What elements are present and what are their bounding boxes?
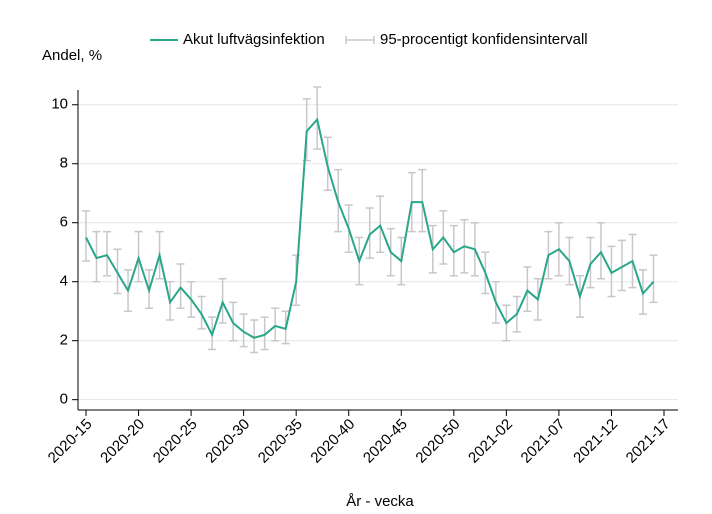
x-tick-label: 2021-12 bbox=[570, 416, 621, 467]
y-tick-label: 4 bbox=[60, 273, 68, 290]
error-bar bbox=[418, 168, 427, 233]
error-bar bbox=[523, 266, 532, 312]
y-tick-label: 0 bbox=[60, 391, 68, 408]
legend-label: Akut luftvägsinfektion bbox=[183, 31, 325, 48]
line bbox=[85, 117, 655, 339]
y-tick-label: 8 bbox=[60, 155, 68, 172]
x-tick-label: 2020-45 bbox=[360, 416, 411, 467]
error-bar bbox=[239, 313, 248, 348]
legend-swatch bbox=[345, 36, 375, 44]
error-bar bbox=[103, 230, 112, 277]
y-tick-label: 6 bbox=[60, 214, 68, 231]
x-tick-label: 2021-17 bbox=[623, 416, 674, 467]
error-bar bbox=[260, 316, 269, 351]
y-axis-label: Andel, % bbox=[42, 47, 102, 64]
x-tick-label: 2020-15 bbox=[45, 416, 96, 467]
error-bar bbox=[271, 307, 280, 342]
error-bar bbox=[82, 210, 90, 262]
x-tick-label: 2020-35 bbox=[255, 416, 306, 467]
error-bar bbox=[365, 207, 374, 259]
x-tick-label: 2020-30 bbox=[202, 416, 253, 467]
x-tick-label: 2020-40 bbox=[307, 416, 358, 467]
error-bar bbox=[649, 254, 658, 304]
x-tick-label: 2020-25 bbox=[150, 416, 201, 467]
error-bar bbox=[376, 195, 385, 253]
x-tick-label: 2021-07 bbox=[518, 416, 569, 467]
error-bar bbox=[617, 239, 626, 292]
x-tick-label: 2020-20 bbox=[97, 416, 148, 467]
x-axis-label: År - vecka bbox=[346, 493, 414, 510]
y-tick-label: 10 bbox=[51, 96, 68, 113]
x-tick-label: 2020-50 bbox=[412, 416, 463, 467]
error-bar bbox=[250, 319, 259, 354]
y-tick-label: 2 bbox=[60, 332, 68, 349]
legend-label: 95-procentigt konfidensintervall bbox=[380, 31, 588, 48]
x-tick-label: 2021-02 bbox=[465, 416, 516, 467]
